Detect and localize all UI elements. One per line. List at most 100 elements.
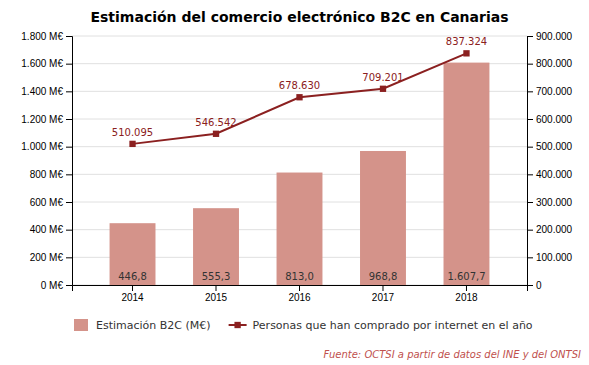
plot: 446,8 555,3 813,0 968,8 1.607,7 510.095 546.54… [21,31,572,303]
grid [72,36,527,285]
y2-tick-label: 200.000 [536,224,573,235]
y2-tick: 200.000 [527,224,573,235]
bar [110,223,156,285]
y-tick-label: 400 M€ [30,224,64,235]
x-tick-label: 2017 [372,292,395,303]
bar-label: 968,8 [369,271,398,282]
y-tick-mark [66,147,72,148]
y2-tick-mark [527,64,533,65]
line-label: 546.542 [195,117,236,128]
line-marker [463,50,469,56]
y-tick-label: 800 M€ [30,169,64,180]
line-marker [213,131,219,137]
y-tick: 1.200 M€ [21,114,72,125]
y-tick-label: 1.400 M€ [21,86,63,97]
bar [193,208,239,285]
x-tick: 2014 [121,285,144,303]
marks [110,50,490,285]
y2-tick: 0 [527,280,542,291]
y2-tick-label: 100.000 [536,252,573,263]
y2-tick-label: 0 [536,280,542,291]
y-tick: 400 M€ [30,224,72,235]
y-tick-mark [66,230,72,231]
y2-tick: 600.000 [527,114,573,125]
bar [444,63,490,285]
line-marker [296,94,302,100]
y2-tick-label: 600.000 [536,114,573,125]
y-tick-mark [66,91,72,92]
y2-tick-label: 800.000 [536,58,573,69]
x-tick: 2018 [455,285,478,303]
y2-tick: 900.000 [527,31,573,42]
y2-tick-label: 500.000 [536,141,573,152]
y-tick-mark [66,36,72,37]
legend-item: Personas que han comprado por internet e… [229,319,533,332]
x-tick: 2016 [288,285,311,303]
x-tick-mark [299,285,300,291]
line-marker [129,141,135,147]
y2-tick-mark [527,119,533,120]
y2-tick: 800.000 [527,58,573,69]
y2-tick-label: 900.000 [536,31,573,42]
legend-label: Personas que han comprado por internet e… [253,319,533,332]
y-tick-mark [66,257,72,258]
y2-axis: 0100.000200.000300.000400.000500.000600.… [527,31,573,291]
title: Estimación del comercio electrónico B2C … [90,9,508,25]
y-tick-label: 1.600 M€ [21,58,63,69]
y2-tick-label: 400.000 [536,169,573,180]
line-label: 709.201 [362,72,403,83]
chart: 446,8 555,3 813,0 968,8 1.607,7 510.095 546.54… [0,0,589,365]
line-label: 510.095 [112,127,153,138]
annotation: Fuente: OCTSI a partir de datos del INE … [324,349,581,360]
line-label: 837.324 [446,36,487,47]
legend-marker [234,322,240,328]
x-axis: 2014 2015 2016 2017 2018 [73,285,528,303]
legend-swatch [74,319,88,331]
y2-tick-mark [527,147,533,148]
y-tick-label: 1.000 M€ [21,141,63,152]
y-tick-label: 200 M€ [30,252,64,263]
y2-tick: 500.000 [527,141,573,152]
bar-label: 813,0 [285,271,314,282]
y2-tick-mark [527,91,533,92]
line-marker [380,86,386,92]
legend: Estimación B2C (M€)Personas que han comp… [74,319,533,332]
bar-label: 1.607,7 [447,271,485,282]
axis-line [528,37,534,286]
y-tick: 200 M€ [30,252,72,263]
y-tick: 1.400 M€ [21,86,72,97]
bar-label: 446,8 [118,271,147,282]
y-tick-mark [66,202,72,203]
x-tick-mark [466,285,467,291]
y-tick-label: 1.200 M€ [21,114,63,125]
y2-tick: 100.000 [527,252,573,263]
x-tick-mark [382,285,383,291]
line [133,53,467,144]
bar-label: 555,3 [202,271,231,282]
x-tick-label: 2018 [455,292,478,303]
y2-tick-label: 700.000 [536,86,573,97]
y2-tick-mark [527,36,533,37]
x-tick: 2015 [205,285,228,303]
y-tick-label: 1.800 M€ [21,31,63,42]
y-tick-label: 0 M€ [41,280,64,291]
y2-tick-mark [527,202,533,203]
y2-tick: 700.000 [527,86,573,97]
y2-tick-mark [527,285,533,286]
x-tick-label: 2015 [205,292,228,303]
axis-line [73,286,528,292]
y-tick: 1.000 M€ [21,141,72,152]
y2-tick-mark [527,257,533,258]
y2-tick: 400.000 [527,169,573,180]
y-tick: 1.800 M€ [21,31,72,42]
line-label: 678.630 [279,80,320,91]
x-tick-mark [132,285,133,291]
y2-tick-mark [527,230,533,231]
y-tick-mark [66,119,72,120]
y-tick: 800 M€ [30,169,72,180]
x-tick-label: 2014 [121,292,144,303]
axis-line [66,37,73,286]
y-tick-mark [66,285,72,286]
y-tick-mark [66,174,72,175]
y-tick-mark [66,64,72,65]
